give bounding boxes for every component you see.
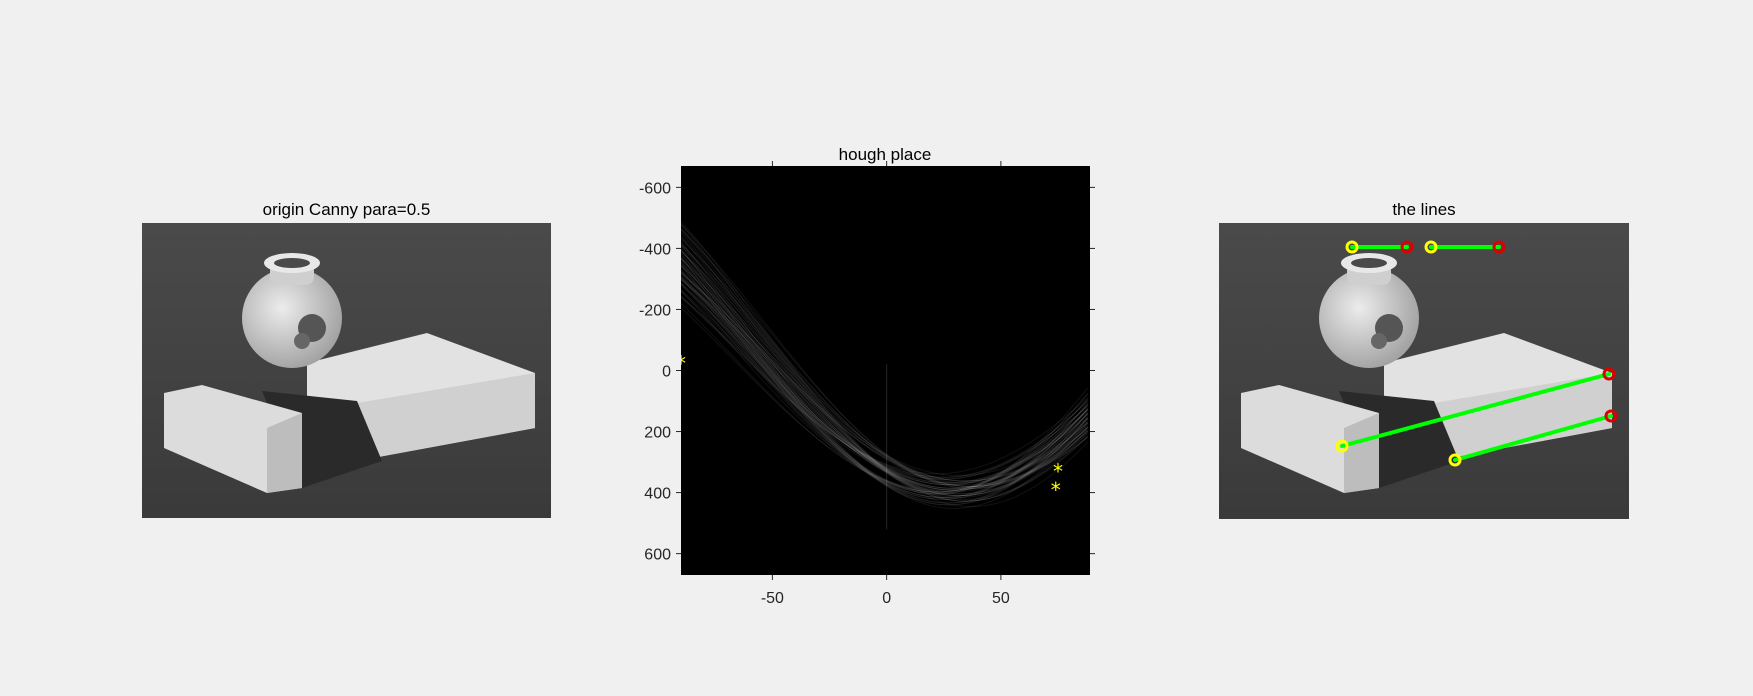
accumulator-curve — [681, 282, 1089, 478]
accumulator-curve — [681, 258, 1089, 506]
y-tick-label: 0 — [662, 364, 671, 381]
accumulator-curve — [681, 276, 1089, 484]
accumulator-curve — [681, 244, 1089, 487]
accumulator-curve — [681, 270, 1089, 499]
accumulator-curve — [681, 258, 1089, 487]
detected-line — [1453, 414, 1613, 462]
line-end-marker — [1604, 409, 1618, 423]
accumulator-curve — [681, 277, 1089, 493]
accumulator-curve — [681, 235, 1089, 502]
accumulator-curve — [681, 296, 1089, 489]
line-start-marker — [1345, 240, 1359, 254]
accumulator-curve — [681, 265, 1089, 482]
accumulator-curve — [681, 229, 1089, 497]
line-end-marker — [1492, 240, 1506, 254]
x-tick-label: 0 — [882, 590, 891, 607]
peak-marker: * — [1053, 460, 1063, 484]
plot-area — [681, 166, 1090, 575]
accumulator-curve — [681, 265, 1089, 500]
peak-marker: * — [676, 351, 686, 375]
y-tick-label: -600 — [639, 180, 671, 197]
accumulator-curve — [681, 282, 1089, 489]
accumulator-curve — [681, 248, 1089, 495]
accumulator-curve — [681, 260, 1089, 495]
x-tick-label: 50 — [992, 590, 1010, 607]
left-photo — [142, 223, 551, 518]
detected-lines — [1340, 245, 1613, 462]
accumulator-curve — [681, 244, 1089, 506]
accumulator-curve — [681, 227, 1089, 508]
line-end-marker — [1602, 367, 1616, 381]
accumulator-curve — [681, 290, 1089, 493]
accumulator-curve — [681, 269, 1089, 489]
accumulator-curve — [681, 245, 1089, 484]
accumulator-curve — [681, 271, 1089, 486]
accumulator-curve — [681, 289, 1089, 484]
accumulator-curve — [681, 238, 1089, 489]
y-tick-label: 600 — [644, 547, 671, 564]
accumulator-curve — [681, 277, 1089, 491]
accumulator-curve — [681, 241, 1089, 510]
accumulator-curve — [681, 252, 1089, 500]
accumulator-curve — [681, 262, 1089, 495]
accumulator-curve — [681, 278, 1089, 486]
accumulator-curve — [681, 276, 1089, 495]
accumulator-curve — [681, 229, 1089, 487]
accumulator-curve — [681, 265, 1089, 493]
accumulator-curve — [681, 250, 1089, 491]
line-end-marker — [1400, 240, 1414, 254]
accumulator-curve — [681, 307, 1089, 491]
y-tick-label: 400 — [644, 486, 671, 503]
accumulator-curve — [681, 249, 1089, 504]
accumulator-curve — [681, 231, 1089, 493]
line-start-marker — [1448, 453, 1462, 467]
left-panel-title: origin Canny para=0.5 — [262, 200, 431, 219]
accumulator-curve — [681, 257, 1089, 497]
accumulator-curve — [681, 257, 1089, 499]
x-tick-label: -50 — [761, 590, 784, 607]
accumulator-curve — [681, 297, 1089, 475]
accumulator-curve — [681, 223, 1089, 489]
right-panel-title: the lines — [1392, 200, 1456, 219]
line-start-marker — [1424, 240, 1438, 254]
accumulator-curve — [681, 278, 1089, 480]
accumulator-curve — [681, 257, 1089, 486]
peak-marker: * — [1051, 478, 1061, 502]
y-tick-label: 200 — [644, 425, 671, 442]
accumulator-curve — [681, 295, 1089, 478]
accumulator-curve — [681, 283, 1089, 499]
y-tick-label: -400 — [639, 241, 671, 258]
line-start-marker — [1335, 439, 1349, 453]
y-tick-label: -200 — [639, 302, 671, 319]
accumulator-curve — [681, 284, 1089, 486]
accumulator-curve — [681, 221, 1089, 502]
accumulator-curve — [681, 264, 1089, 491]
right-photo — [1219, 223, 1629, 519]
accumulator-curve — [681, 290, 1089, 480]
accumulator-curve — [681, 262, 1089, 504]
accumulator-curve — [681, 223, 1089, 499]
accumulator-curve — [681, 249, 1089, 502]
accumulator-curve — [681, 251, 1089, 482]
detected-line — [1340, 372, 1611, 448]
accumulator-curve — [681, 272, 1089, 477]
accumulator-curve — [681, 236, 1089, 491]
accumulator-curve — [681, 302, 1089, 493]
accumulator-curve — [681, 273, 1089, 495]
accumulator-curve — [681, 279, 1089, 482]
accumulator-curve — [681, 243, 1089, 497]
accumulator-curve — [681, 273, 1089, 487]
accumulator-curve — [681, 271, 1089, 497]
chart-title: hough place — [839, 145, 932, 164]
accumulator-curve — [681, 255, 1089, 500]
